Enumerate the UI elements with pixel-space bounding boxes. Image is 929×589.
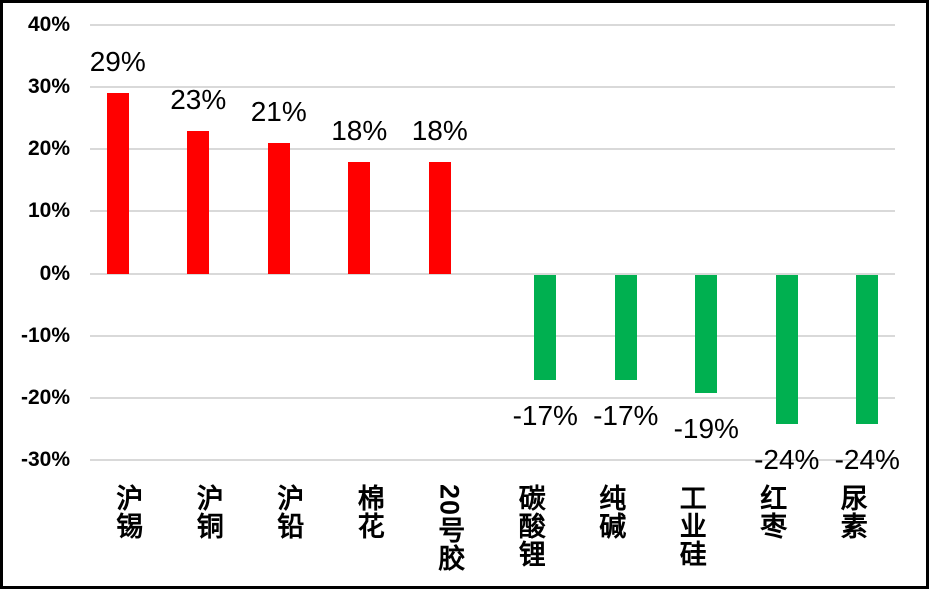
x-axis-category-label: 碳酸锂 (514, 484, 545, 568)
data-label: -24% (834, 443, 900, 475)
x-axis-category-label: 沪铜 (192, 484, 223, 540)
gridline (90, 396, 895, 399)
bar (695, 274, 718, 393)
x-axis-category-label: 沪铅 (273, 484, 304, 540)
data-label: 29% (89, 46, 146, 78)
data-label: 18% (331, 114, 388, 146)
bar (348, 161, 371, 274)
y-axis-tick-label: 0% (39, 261, 70, 285)
gridline (90, 334, 895, 337)
x-axis-category-label: 20号胶 (434, 484, 465, 573)
y-axis-tick-label: -10% (20, 323, 70, 347)
y-axis-tick-label: 20% (27, 137, 70, 161)
data-label: -17% (593, 400, 659, 432)
x-axis-category-label: 纯碱 (595, 484, 626, 540)
gridline (90, 272, 895, 275)
bar (106, 93, 129, 274)
data-label: 21% (250, 96, 307, 128)
y-axis-tick-label: 30% (27, 75, 70, 99)
data-label: 18% (411, 114, 468, 146)
y-axis-tick-label: 10% (27, 199, 70, 223)
x-axis-category-label: 沪锡 (112, 484, 143, 540)
data-label: -17% (512, 400, 578, 432)
x-axis-category-label: 红枣 (756, 484, 787, 540)
data-label: -24% (754, 443, 820, 475)
y-axis-tick-label: 40% (27, 13, 70, 36)
bar (775, 274, 798, 424)
gridline (90, 148, 895, 151)
y-axis-tick-label: -30% (20, 448, 70, 471)
x-axis-category-label: 尿素 (836, 484, 867, 540)
bar (856, 274, 879, 424)
gridline (90, 86, 895, 89)
gridline (90, 210, 895, 213)
data-label: 23% (170, 83, 227, 115)
bar (614, 274, 637, 381)
bar (187, 130, 210, 274)
bar (534, 274, 557, 381)
x-axis-category-label: 工业硅 (675, 484, 706, 568)
bar (428, 161, 451, 274)
gridline (90, 24, 895, 26)
data-label: -19% (673, 412, 739, 444)
x-axis-category-label: 棉花 (353, 484, 384, 540)
gridline (90, 459, 895, 461)
y-axis-tick-label: -20% (20, 385, 70, 409)
bar (267, 143, 290, 274)
